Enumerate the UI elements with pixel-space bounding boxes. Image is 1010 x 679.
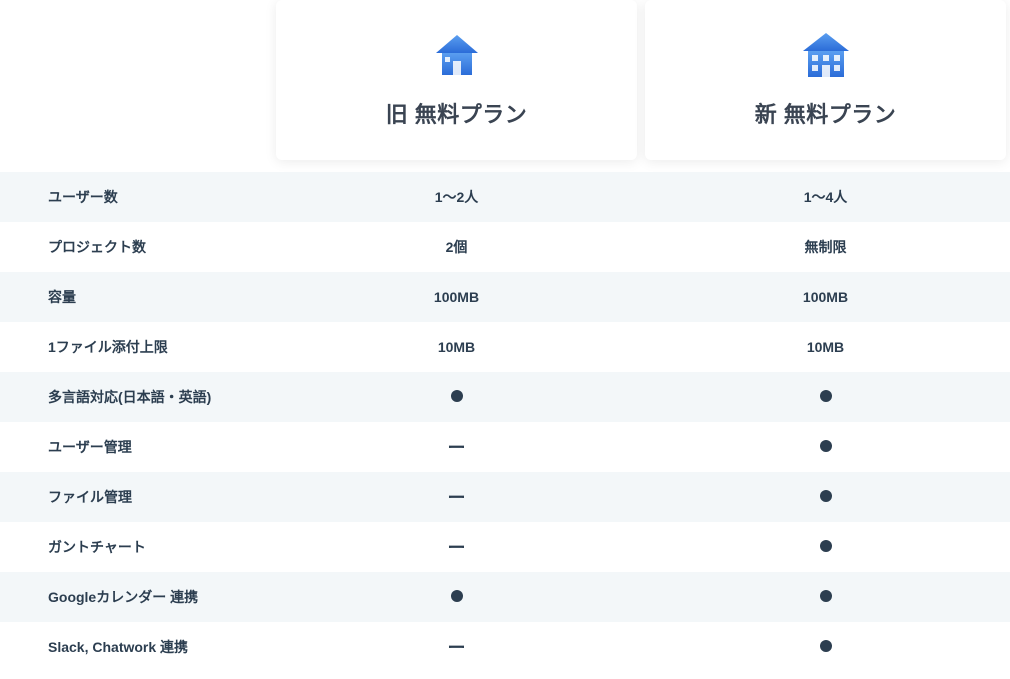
old-plan-value-cell: ー	[272, 484, 641, 510]
feature-value: 100MB	[434, 289, 479, 305]
new-plan-value-cell	[641, 589, 1010, 605]
new-plan-value-cell: 100MB	[641, 289, 1010, 305]
not-included-dash-icon: ー	[448, 538, 466, 558]
feature-value: 10MB	[438, 339, 475, 355]
feature-value: 無制限	[805, 239, 847, 255]
house-small-icon	[432, 31, 482, 81]
feature-value: 2個	[446, 239, 468, 255]
old-plan-value-cell: 10MB	[272, 339, 641, 355]
old-plan-value-cell: ー	[272, 534, 641, 560]
old-plan-value-cell: 100MB	[272, 289, 641, 305]
comparison-container: 旧 無料プラン	[0, 0, 1010, 672]
included-dot-icon	[820, 440, 832, 452]
table-row: プロジェクト数 2個 無制限	[0, 222, 1010, 272]
house-building-icon	[801, 31, 851, 81]
feature-label: ユーザー管理	[0, 437, 272, 457]
feature-value: 1〜2人	[435, 189, 479, 205]
feature-table: ユーザー数 1〜2人 1〜4人プロジェクト数 2個 無制限容量 100MB 100MB 1ファ…	[0, 172, 1010, 672]
feature-label: ファイル管理	[0, 487, 272, 507]
included-dot-icon	[451, 390, 463, 402]
not-included-dash-icon: ー	[448, 488, 466, 508]
old-plan-value-cell: 2個	[272, 237, 641, 257]
old-plan-value-cell: 1〜2人	[272, 187, 641, 207]
feature-label: Slack, Chatwork 連携	[0, 637, 272, 657]
feature-label: ユーザー数	[0, 187, 272, 207]
plan-card-new: 新 無料プラン	[645, 0, 1006, 160]
feature-value: 100MB	[803, 289, 848, 305]
not-included-dash-icon: ー	[448, 638, 466, 658]
feature-label: Googleカレンダー 連携	[0, 587, 272, 607]
feature-label: 多言語対応(日本語・英語)	[0, 387, 272, 407]
header-spacer	[0, 0, 272, 160]
feature-value: 1〜4人	[804, 189, 848, 205]
plan-header-row: 旧 無料プラン	[0, 0, 1010, 160]
feature-label: プロジェクト数	[0, 237, 272, 257]
old-plan-value-cell	[272, 389, 641, 405]
feature-value: 10MB	[807, 339, 844, 355]
table-row: ファイル管理 ー	[0, 472, 1010, 522]
new-plan-value-cell	[641, 389, 1010, 405]
plan-title-new: 新 無料プラン	[755, 97, 897, 129]
old-plan-value-cell: ー	[272, 634, 641, 660]
table-row: 1ファイル添付上限 10MB 10MB	[0, 322, 1010, 372]
new-plan-value-cell	[641, 489, 1010, 505]
new-plan-value-cell: 10MB	[641, 339, 1010, 355]
old-plan-value-cell	[272, 589, 641, 605]
included-dot-icon	[820, 540, 832, 552]
included-dot-icon	[820, 490, 832, 502]
new-plan-value-cell	[641, 439, 1010, 455]
table-row: ユーザー数 1〜2人 1〜4人	[0, 172, 1010, 222]
table-row: Googleカレンダー 連携	[0, 572, 1010, 622]
not-included-dash-icon: ー	[448, 438, 466, 458]
feature-label: 1ファイル添付上限	[0, 337, 272, 357]
table-row: Slack, Chatwork 連携 ー	[0, 622, 1010, 672]
old-plan-value-cell: ー	[272, 434, 641, 460]
included-dot-icon	[820, 590, 832, 602]
table-row: ガントチャート ー	[0, 522, 1010, 572]
plan-card-old: 旧 無料プラン	[276, 0, 637, 160]
feature-label: ガントチャート	[0, 537, 272, 557]
included-dot-icon	[820, 640, 832, 652]
included-dot-icon	[820, 390, 832, 402]
table-row: 多言語対応(日本語・英語)	[0, 372, 1010, 422]
table-row: ユーザー管理 ー	[0, 422, 1010, 472]
table-row: 容量 100MB 100MB	[0, 272, 1010, 322]
new-plan-value-cell: 1〜4人	[641, 187, 1010, 207]
included-dot-icon	[451, 590, 463, 602]
feature-label: 容量	[0, 287, 272, 307]
new-plan-value-cell	[641, 639, 1010, 655]
new-plan-value-cell: 無制限	[641, 237, 1010, 257]
new-plan-value-cell	[641, 539, 1010, 555]
plan-title-old: 旧 無料プラン	[386, 97, 528, 129]
